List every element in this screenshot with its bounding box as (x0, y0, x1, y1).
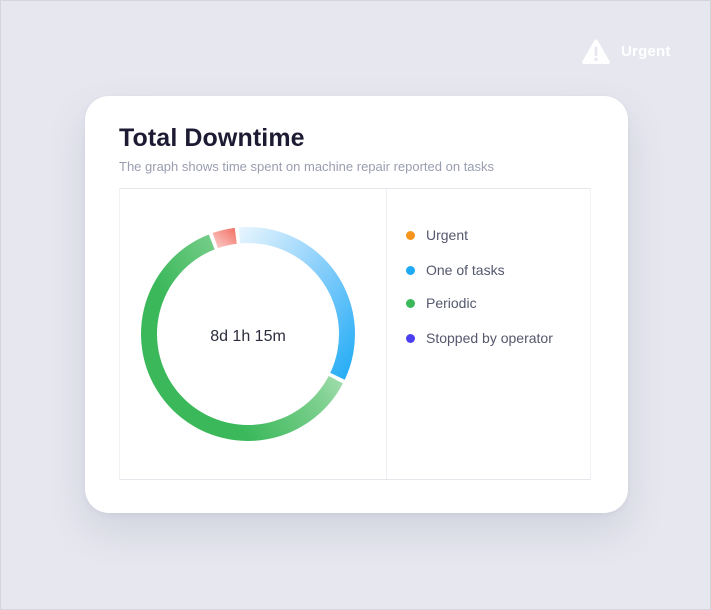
legend-label-one-of-tasks: One of tasks (426, 262, 505, 278)
warning-icon (581, 38, 611, 65)
downtime-card: Total Downtime The graph shows time spen… (85, 96, 628, 513)
legend-item-urgent: Urgent (406, 227, 468, 243)
urgent-badge-label: Urgent (621, 43, 671, 60)
legend-dot-one-of-tasks (406, 265, 415, 275)
card-subtitle: The graph shows time spent on machine re… (119, 159, 495, 174)
legend-item-one-of-tasks: One of tasks (406, 262, 505, 278)
legend-label-periodic: Periodic (426, 295, 477, 311)
card-title: Total Downtime (119, 124, 305, 152)
donut-segment-urgent (212, 227, 237, 249)
legend-item-stopped-by-operator: Stopped by operator (406, 330, 553, 346)
legend-item-periodic: Periodic (406, 295, 477, 311)
chart-panel: 8d 1h 15m Urgent One of tasks Periodic S… (119, 188, 591, 480)
donut-center-label: 8d 1h 15m (210, 328, 286, 345)
donut-segment-one-of-tasks (238, 227, 355, 380)
legend-dot-periodic (406, 298, 415, 308)
legend-dot-stopped-by-operator (406, 333, 415, 343)
donut-chart: 8d 1h 15m (141, 227, 355, 441)
legend-dot-urgent (406, 230, 415, 240)
legend-label-urgent: Urgent (426, 227, 469, 243)
urgent-badge: Urgent (581, 38, 671, 65)
donut-chart-area: 8d 1h 15m (120, 189, 386, 479)
legend-label-stopped-by-operator: Stopped by operator (426, 330, 553, 346)
panel-divider (386, 189, 387, 479)
